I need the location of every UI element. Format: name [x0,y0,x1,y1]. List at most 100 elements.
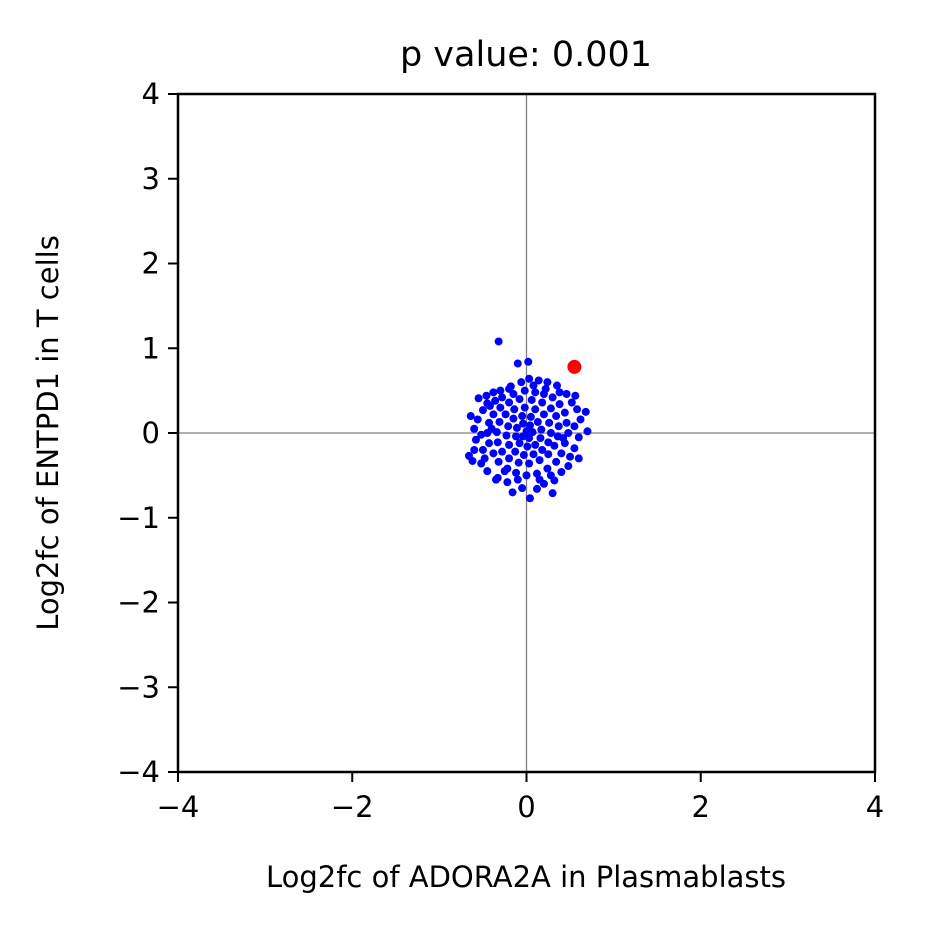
data-point [505,454,514,463]
data-point [489,388,498,397]
data-point [544,450,553,459]
data-point [470,424,479,433]
data-point [555,388,564,397]
data-point [514,458,523,467]
data-point [505,384,514,393]
data-point [515,395,524,404]
data-point [570,422,579,431]
data-point [576,415,585,424]
data-point [513,359,522,368]
data-point [508,488,517,497]
data-point [489,449,498,458]
data-point [539,410,548,419]
data-point [494,457,503,466]
data-point [505,440,514,449]
data-point [541,384,550,393]
y-tick-label: 2 [142,247,160,281]
data-point [471,435,480,444]
data-point [543,464,552,473]
data-point [535,456,544,465]
data-point [527,395,536,404]
data-point [483,467,492,476]
highlight-point [567,359,582,374]
data-point [525,459,534,468]
data-point [513,475,522,484]
data-point [562,418,571,427]
data-point [496,386,505,395]
y-tick-label: −3 [117,670,160,704]
data-point [501,410,510,419]
data-point [492,475,501,484]
data-point [526,412,535,421]
data-point [500,467,509,476]
data-point [525,434,534,443]
data-point [502,431,511,440]
data-point [537,425,546,434]
data-point [583,427,592,436]
data-point [518,484,527,493]
data-point [494,337,503,346]
data-point [510,405,519,414]
y-tick-label: −2 [117,586,160,620]
plot-area [176,92,877,774]
data-point [548,393,557,402]
data-point [512,432,521,441]
data-point [531,388,540,397]
data-point [517,378,526,387]
data-point [493,438,502,447]
data-point [557,449,566,458]
data-point [477,430,486,439]
data-point [518,412,527,421]
data-point [520,403,529,412]
data-point [482,391,491,400]
data-point [525,421,534,430]
data-point [522,427,531,436]
data-point [474,394,483,403]
data-point [496,403,505,412]
data-point [509,414,518,423]
y-tick-label: 1 [142,331,160,365]
data-point [559,434,568,443]
data-point [512,468,521,477]
data-point [470,445,479,454]
data-point [570,444,579,453]
data-point [505,398,514,407]
data-point [464,451,473,460]
data-point [538,445,547,454]
data-point [478,445,487,454]
data-point [560,408,569,417]
y-tick-label: 3 [142,162,160,196]
data-point [525,494,534,503]
y-axis-ticks: −4 −3 −2 −1 0 1 2 3 4 [117,77,178,789]
x-axis-label: Log2fc of ADORA2A in Plasmablasts [266,860,786,894]
data-point [545,418,554,427]
data-point [557,467,566,476]
x-tick-label: −2 [331,790,374,824]
data-point [564,462,573,471]
data-point [498,447,507,456]
data-point [554,422,563,431]
data-point [523,442,532,451]
data-point [538,398,547,407]
data-point [504,422,513,431]
y-tick-label: 0 [142,416,160,450]
y-axis-label: Log2fc of ENTPD1 in T cells [31,235,65,631]
data-point [534,376,543,385]
data-point [546,471,555,480]
data-point [483,399,492,408]
x-axis-ticks: −4 −2 0 2 4 [157,772,884,824]
data-point [535,475,544,484]
data-point [519,419,528,428]
data-point [495,417,504,426]
data-point [531,405,540,414]
y-tick-label: −4 [117,755,160,789]
data-point [525,374,534,383]
data-point [543,378,552,387]
data-point [480,454,489,463]
x-tick-label: 0 [517,790,535,824]
data-point [524,357,533,366]
data-point [491,396,500,405]
data-point [564,429,573,437]
data-point [529,381,538,390]
